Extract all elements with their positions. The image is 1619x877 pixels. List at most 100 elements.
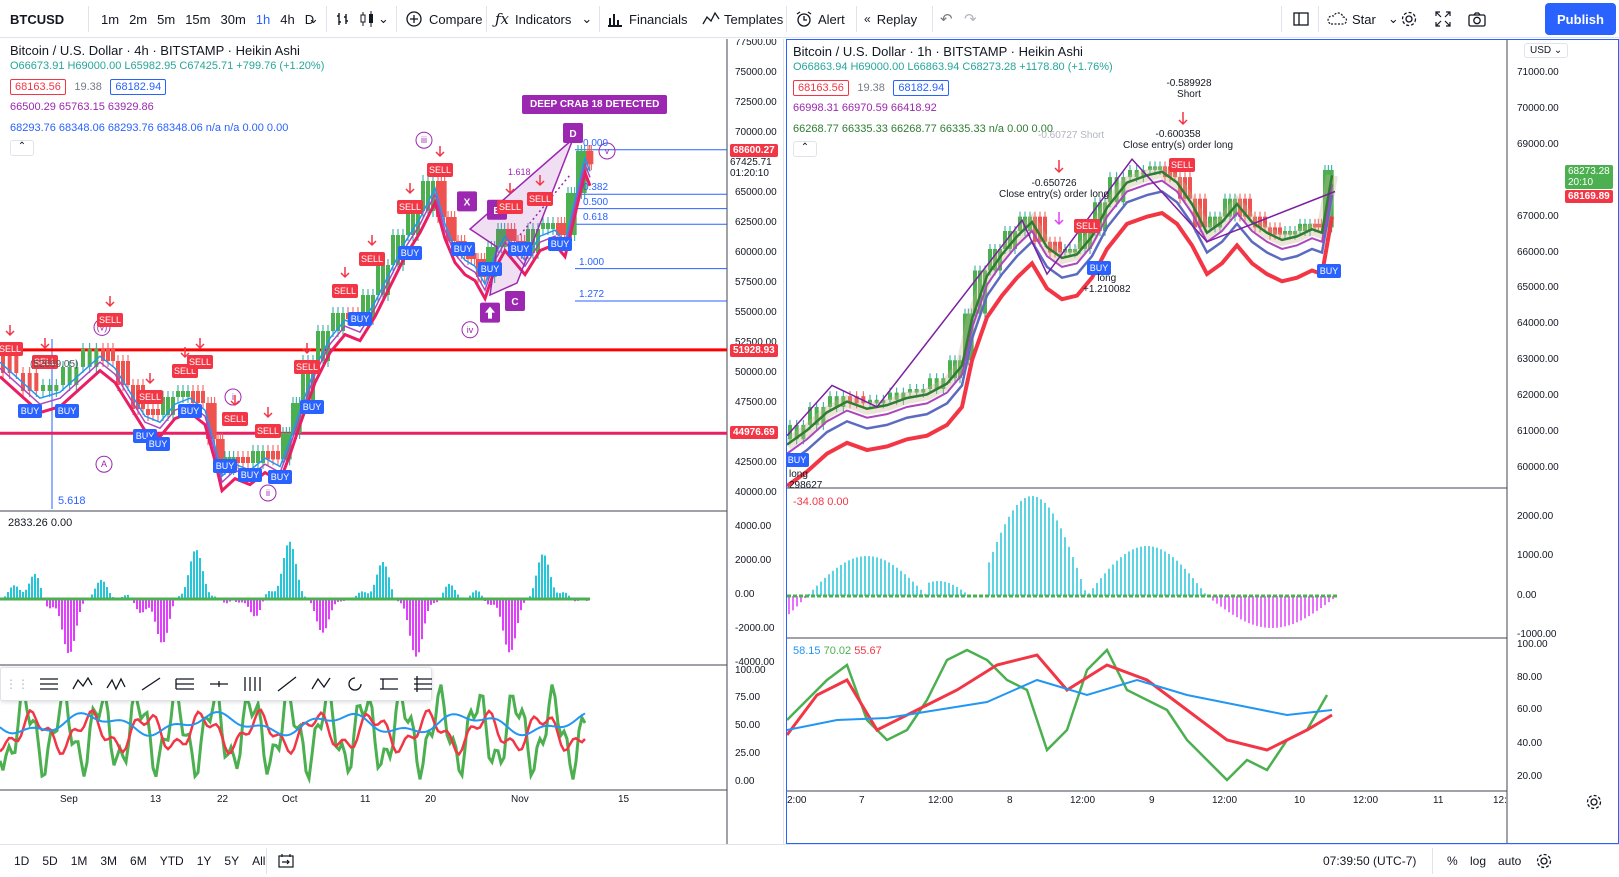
financials-icon [608, 14, 622, 27]
bid-price-button[interactable]: 68163.56 [793, 80, 849, 96]
range-all[interactable]: All [252, 853, 266, 868]
buy-signal-tag [18, 404, 42, 418]
publish-button[interactable]: Publish [1545, 3, 1616, 35]
bars-icon [337, 13, 348, 25]
fib-label: 0.000 [583, 137, 609, 149]
sell-signal-label: SELL [334, 286, 356, 296]
candle-body [1298, 223, 1302, 231]
snapshot-button[interactable] [1467, 0, 1487, 38]
left-chart-pane[interactable]: XBCDiiiviv(v)iiiABUYBUYBUYBUYBUYBUYBUYBU… [0, 39, 784, 844]
layout-name: Star [1352, 11, 1376, 27]
range-6m[interactable]: 6M [130, 853, 147, 868]
sell-signal-label: SELL [257, 426, 279, 436]
range-5y[interactable]: 5Y [224, 853, 240, 868]
trend-line-icon[interactable] [139, 674, 163, 694]
redo-icon: ↷ [964, 11, 977, 28]
oscillator-axis-label: -4000.00 [735, 657, 775, 668]
replay-button[interactable]: « Replay [864, 0, 917, 38]
candle-body [416, 211, 420, 235]
layout-button[interactable] [1292, 0, 1310, 38]
candle-body [41, 385, 45, 391]
interval-5m[interactable]: 5m [157, 11, 176, 27]
annotation-side: long [789, 469, 808, 480]
fib-icon[interactable] [173, 674, 197, 694]
divider [396, 6, 397, 32]
interval-1h[interactable]: 1h [255, 11, 271, 27]
interval-dropdown-button[interactable]: ⌄ [308, 0, 319, 38]
candles-style-button[interactable]: ⌄ [358, 0, 389, 38]
clock-timezone[interactable]: 07:39:50 (UTC-7) [1323, 853, 1417, 868]
sell-signal-label: SELL [34, 357, 56, 367]
path-icon[interactable] [411, 674, 435, 694]
interval-2m[interactable]: 2m [129, 11, 148, 27]
fullscreen-button[interactable] [1434, 0, 1452, 38]
candle-body [1253, 216, 1257, 228]
right-chart-canvas[interactable]: BUY BUY BUY SELL SELL [787, 40, 1619, 844]
left-chart-canvas[interactable]: XBCDiiiviv(v)iiiABUYBUYBUYBUYBUYBUYBUYBU… [0, 39, 784, 844]
percent-toggle[interactable]: % [1447, 853, 1458, 868]
price-axis-label: 47500.00 [735, 397, 777, 408]
right-chart-pane[interactable]: BUY BUY BUY SELL SELL Bitcoin / U.S. Dollar … [786, 39, 1619, 844]
candle-body [1313, 223, 1317, 228]
bars-pattern-icon[interactable] [377, 674, 401, 694]
abc-pattern-icon[interactable] [71, 674, 95, 694]
goto-date-button[interactable] [277, 844, 295, 877]
symbol-search[interactable]: BTCUSD [10, 11, 65, 27]
ask-price-button[interactable]: 68182.94 [893, 80, 950, 96]
sell-signal-tag [222, 412, 248, 426]
bottom-toolbar [0, 844, 1619, 877]
redo-button[interactable]: ↷ [964, 0, 977, 38]
chart-settings-button[interactable] [1585, 793, 1603, 816]
wave-circle [598, 142, 616, 160]
collapse-legend-button[interactable]: ⌃ [10, 140, 34, 156]
financials-button[interactable]: Financials [606, 0, 688, 38]
range-1m[interactable]: 1M [70, 853, 88, 868]
interval-30m[interactable]: 30m [220, 11, 246, 27]
layout-save-button[interactable]: Star ⌄ [1326, 0, 1399, 38]
harmonic-pattern-shape [468, 138, 574, 297]
candle-body [472, 253, 477, 259]
compare-button[interactable]: Compare [405, 0, 482, 38]
range-3m[interactable]: 3M [100, 853, 118, 868]
bar-style-button[interactable] [334, 0, 352, 38]
range-5d[interactable]: 5D [42, 853, 58, 868]
candle-body [1008, 231, 1012, 249]
bid-price-button[interactable]: 68163.56 [10, 79, 66, 95]
chart-settings-button[interactable] [1535, 844, 1553, 877]
drag-handle-icon[interactable]: ⋮⋮ [5, 677, 29, 691]
templates-button[interactable]: Templates [702, 0, 783, 38]
interval-1m[interactable]: 1m [101, 11, 120, 27]
candle-body [1103, 202, 1107, 231]
brush-icon[interactable] [275, 674, 299, 694]
sell-signal-label: SELL [1171, 160, 1193, 170]
triangle-pattern-icon[interactable] [309, 674, 333, 694]
log-toggle[interactable]: log [1470, 853, 1487, 868]
range-1d[interactable]: 1D [14, 853, 30, 868]
horizontal-ray-icon[interactable] [207, 674, 231, 694]
templates-icon [702, 11, 720, 25]
interval-D[interactable]: D [304, 11, 315, 27]
indicators-button[interactable]: ƒx Indicators ⌄ [495, 0, 592, 38]
currency-selector[interactable]: USD ⌄ [1524, 43, 1569, 58]
divider [932, 6, 933, 32]
candle-body [81, 349, 85, 367]
range-1y[interactable]: 1Y [196, 853, 212, 868]
settings-button[interactable] [1400, 0, 1418, 38]
interval-15m[interactable]: 15m [185, 11, 211, 27]
ask-price-button[interactable]: 68182.94 [110, 79, 167, 95]
trade-annotation: -0.600358 Close entry(s) order long [1123, 129, 1233, 151]
list-icon[interactable] [37, 674, 61, 694]
range-ytd[interactable]: YTD [159, 853, 184, 868]
interval-4h[interactable]: 4h [280, 11, 295, 27]
candle-body [176, 391, 180, 397]
xabcd-pattern-icon[interactable] [105, 674, 129, 694]
parallel-channel-icon[interactable] [241, 674, 265, 694]
candle-body [1278, 227, 1282, 235]
collapse-legend-button[interactable]: ⌃ [793, 141, 817, 157]
cyclic-icon[interactable] [343, 674, 367, 694]
alert-button[interactable]: Alert [795, 0, 845, 38]
candle-body [1193, 198, 1197, 228]
auto-scale-toggle[interactable]: auto [1498, 853, 1522, 868]
candle-body [1043, 216, 1047, 242]
undo-button[interactable]: ↶ [940, 0, 953, 38]
